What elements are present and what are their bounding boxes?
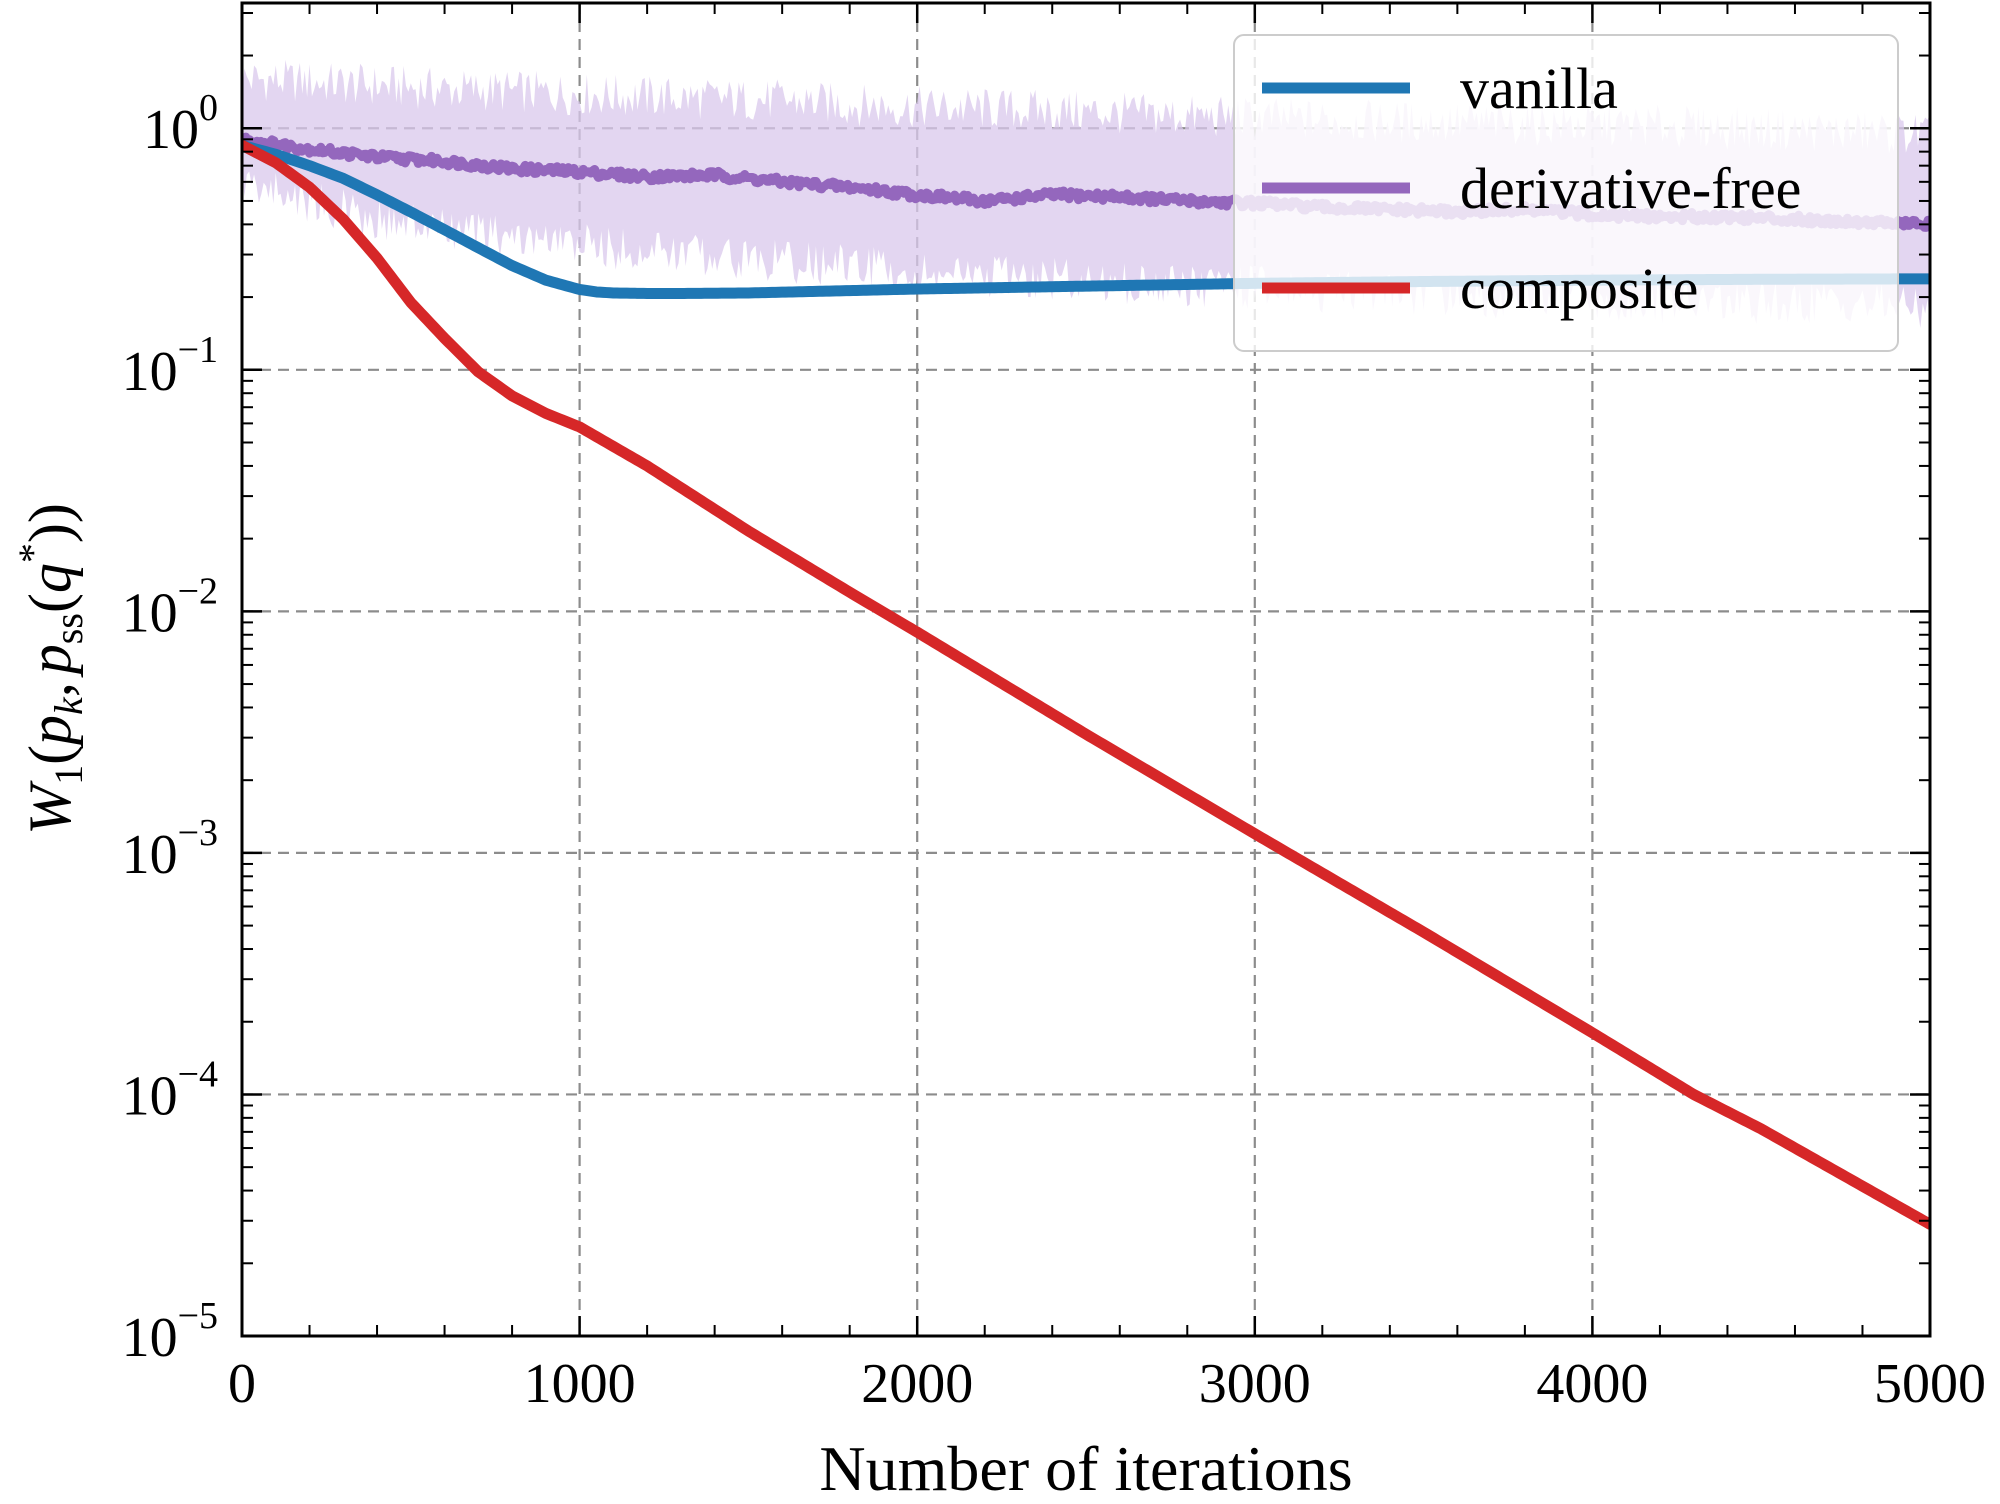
y-tick-label: 10−1 [122,329,218,403]
x-axis-label: Number of iterations [819,1433,1352,1504]
ticks [240,3,1932,1338]
series-line-composite [242,139,1930,1230]
y-tick-label: 10−5 [122,1295,218,1369]
x-tick-labels: 0 1000 2000 3000 4000 5000 [228,1353,1986,1415]
y-tick-label: 10−2 [122,570,218,644]
x-tick-label: 5000 [1874,1353,1986,1415]
x-tick-label: 2000 [861,1353,973,1415]
legend-label-vanilla: vanilla [1460,56,1618,121]
legend-box [1233,34,1899,352]
y-tick-label: 10−3 [122,812,218,886]
y-axis-label: W1(pk,pss(q*)) [10,503,91,835]
plot-frame [240,1,1932,1338]
y-tick-label: 100 [143,87,218,161]
legend-label-derivative-free: derivative-free [1460,156,1801,221]
x-tick-label: 0 [228,1353,256,1415]
x-tick-label: 3000 [1199,1353,1311,1415]
y-tick-label: 10−4 [122,1053,218,1127]
y-tick-labels: 100 10−1 10−2 10−3 10−4 10−5 [122,87,218,1369]
legend: vanilla derivative-free composite [1233,34,1899,352]
x-tick-label: 1000 [524,1353,636,1415]
legend-label-composite: composite [1460,256,1698,321]
x-tick-label: 4000 [1536,1353,1648,1415]
